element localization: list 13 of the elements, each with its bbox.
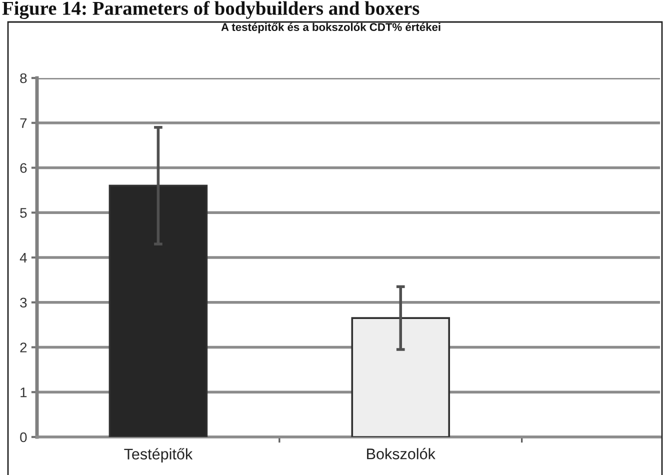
y-tick-label: 5 xyxy=(20,208,27,218)
y-tick-label: 1 xyxy=(20,388,27,398)
y-tick-label: 8 xyxy=(20,73,27,84)
chart-title: A testépitők és a bokszolók CDT% értékei xyxy=(221,22,440,34)
caption: Figure 14: Parameters of bodybuilders and boxers xyxy=(2,1,420,19)
y-tick-label: 0 xyxy=(20,432,27,442)
y-tick-label: 3 xyxy=(20,298,27,308)
x-tick-label: Bokszolók xyxy=(367,448,436,460)
y-tick-label: 4 xyxy=(20,252,27,263)
x-tick-label: Testépitők xyxy=(124,448,193,463)
y-tick-label: 6 xyxy=(20,163,27,173)
y-tick-label: 2 xyxy=(20,342,27,352)
y-tick-label: 7 xyxy=(20,118,27,128)
